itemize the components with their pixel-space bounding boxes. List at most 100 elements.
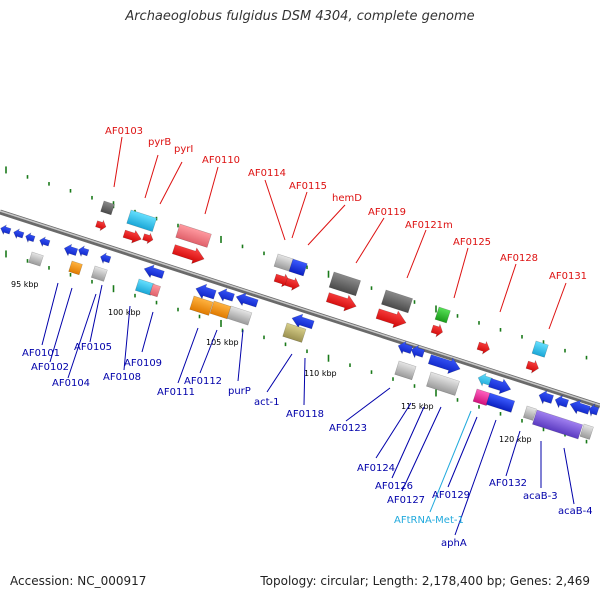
gene-label-af0124[interactable]: AF0124 bbox=[357, 463, 395, 474]
gene-label-af0118[interactable]: AF0118 bbox=[286, 409, 324, 420]
gene-label-af0108[interactable]: AF0108 bbox=[103, 372, 141, 383]
kbp-label-110: 110 kbp bbox=[304, 369, 337, 378]
gene-feature[interactable] bbox=[485, 392, 516, 413]
gene-feature[interactable] bbox=[522, 405, 537, 421]
gene-feature[interactable] bbox=[62, 242, 79, 258]
gene-feature[interactable] bbox=[142, 262, 165, 281]
gene-feature[interactable] bbox=[122, 227, 143, 245]
gene-feature[interactable] bbox=[579, 423, 594, 440]
gene-feature[interactable] bbox=[568, 397, 591, 417]
gene-label-af0115[interactable]: AF0115 bbox=[289, 181, 327, 192]
gene-label-af0105[interactable]: AF0105 bbox=[74, 342, 112, 353]
bottom-gene-labels: AF0101 AF0102 AF0104 AF0105 AF0108 AF010… bbox=[22, 342, 593, 549]
gene-feature[interactable] bbox=[290, 311, 315, 331]
gene-feature[interactable] bbox=[375, 305, 409, 331]
gene-label-af0119[interactable]: AF0119 bbox=[368, 207, 406, 218]
gene-label-af0126[interactable]: AF0126 bbox=[375, 481, 413, 492]
gene-label-af0110[interactable]: AF0110 bbox=[202, 155, 240, 166]
top-gene-labels: AF0103 pyrB pyrI AF0110 AF0114 AF0115 he… bbox=[105, 126, 587, 282]
gene-feature[interactable] bbox=[531, 340, 549, 358]
gene-label-af0125[interactable]: AF0125 bbox=[453, 237, 491, 248]
gene-feature[interactable] bbox=[216, 286, 235, 303]
gene-feature[interactable] bbox=[12, 228, 25, 240]
kbp-label-105: 105 kbp bbox=[206, 338, 239, 347]
scale-labels: 95 kbp 100 kbp 105 kbp 110 kbp 115 kbp 1… bbox=[11, 280, 532, 444]
gene-feature[interactable] bbox=[487, 375, 513, 396]
gene-feature[interactable] bbox=[28, 251, 44, 267]
gene-feature[interactable] bbox=[38, 236, 51, 248]
genome-summary: Topology: circular; Length: 2,178,400 bp… bbox=[260, 574, 590, 588]
gene-label-af0123[interactable]: AF0123 bbox=[329, 423, 367, 434]
gene-feature[interactable] bbox=[175, 223, 212, 248]
genome-backbone bbox=[0, 209, 600, 409]
gene-feature[interactable] bbox=[409, 343, 426, 360]
gene-feature[interactable] bbox=[24, 232, 36, 244]
gene-feature[interactable] bbox=[328, 271, 361, 297]
genome-title: Archaeoglobus fulgidus DSM 4304, complet… bbox=[125, 9, 475, 24]
gene-label-af0104[interactable]: AF0104 bbox=[52, 378, 90, 389]
gene-feature[interactable] bbox=[381, 289, 413, 314]
gene-feature[interactable] bbox=[537, 388, 555, 406]
gene-feature[interactable] bbox=[325, 289, 359, 314]
gene-feature[interactable] bbox=[90, 265, 108, 282]
gene-label-af0101[interactable]: AF0101 bbox=[22, 348, 60, 359]
leader-lines bbox=[41, 136, 575, 536]
gene-feature[interactable] bbox=[434, 306, 451, 324]
gene-label-apha[interactable]: aphA bbox=[441, 538, 467, 549]
gene-feature[interactable] bbox=[77, 245, 90, 259]
gene-feature[interactable] bbox=[68, 260, 83, 276]
gene-feature[interactable] bbox=[189, 295, 214, 316]
gene-feature[interactable] bbox=[288, 258, 308, 277]
gene-label-af0127[interactable]: AF0127 bbox=[387, 495, 425, 506]
gene-feature[interactable] bbox=[95, 219, 108, 233]
gene-label-purp[interactable]: purP bbox=[228, 386, 251, 397]
gene-feature[interactable] bbox=[525, 358, 540, 374]
gene-feature[interactable] bbox=[126, 209, 158, 232]
gene-feature[interactable] bbox=[193, 281, 217, 302]
gene-label-af0103[interactable]: AF0103 bbox=[105, 126, 143, 137]
gene-feature[interactable] bbox=[149, 283, 161, 298]
gene-label-af0111[interactable]: AF0111 bbox=[157, 387, 195, 398]
accession-label: Accession: NC_000917 bbox=[10, 574, 147, 588]
kbp-label-115: 115 kbp bbox=[401, 402, 434, 411]
kbp-label-120: 120 kbp bbox=[499, 435, 532, 444]
gene-feature[interactable] bbox=[476, 339, 491, 355]
gene-label-acab-4[interactable]: acaB-4 bbox=[558, 506, 593, 517]
gene-feature[interactable] bbox=[100, 200, 115, 216]
gene-label-acab-3[interactable]: acaB-3 bbox=[523, 491, 558, 502]
gene-label-af0131[interactable]: AF0131 bbox=[549, 271, 587, 282]
gene-feature[interactable] bbox=[426, 371, 460, 396]
gene-label-af0121m[interactable]: AF0121m bbox=[405, 220, 453, 231]
gene-feature[interactable] bbox=[532, 409, 583, 440]
gene-label-af0132[interactable]: AF0132 bbox=[489, 478, 527, 489]
gene-feature[interactable] bbox=[234, 290, 259, 309]
gene-feature[interactable] bbox=[396, 339, 413, 356]
gene-label-pyrb[interactable]: pyrB bbox=[148, 137, 171, 148]
gene-label-af0102[interactable]: AF0102 bbox=[31, 362, 69, 373]
gene-features bbox=[0, 200, 600, 440]
kbp-label-95: 95 kbp bbox=[11, 280, 39, 289]
gene-feature[interactable] bbox=[430, 322, 445, 338]
gene-label-af0109[interactable]: AF0109 bbox=[124, 358, 162, 369]
gene-feature[interactable] bbox=[142, 232, 155, 246]
gene-feature[interactable] bbox=[282, 322, 307, 343]
gene-feature[interactable] bbox=[587, 402, 600, 418]
gene-feature[interactable] bbox=[226, 305, 253, 326]
gene-feature[interactable] bbox=[553, 393, 570, 410]
gene-label-af0128[interactable]: AF0128 bbox=[500, 253, 538, 264]
gene-feature[interactable] bbox=[0, 224, 12, 236]
gene-feature[interactable] bbox=[427, 351, 463, 377]
gene-label-hemd[interactable]: hemD bbox=[332, 193, 362, 204]
gene-label-aftrna-met-1[interactable]: AFtRNA-Met-1 bbox=[394, 515, 464, 526]
gene-feature[interactable] bbox=[394, 360, 417, 381]
gene-label-af0112[interactable]: AF0112 bbox=[184, 376, 222, 387]
gene-label-af0129[interactable]: AF0129 bbox=[432, 490, 470, 501]
gene-label-act-1[interactable]: act-1 bbox=[254, 397, 280, 408]
gene-label-pyri[interactable]: pyrI bbox=[174, 144, 193, 155]
kbp-label-100: 100 kbp bbox=[108, 308, 141, 317]
gene-feature[interactable] bbox=[284, 275, 301, 292]
gene-feature[interactable] bbox=[99, 252, 112, 266]
gene-label-af0114[interactable]: AF0114 bbox=[248, 168, 286, 179]
gene-feature[interactable] bbox=[171, 241, 207, 267]
